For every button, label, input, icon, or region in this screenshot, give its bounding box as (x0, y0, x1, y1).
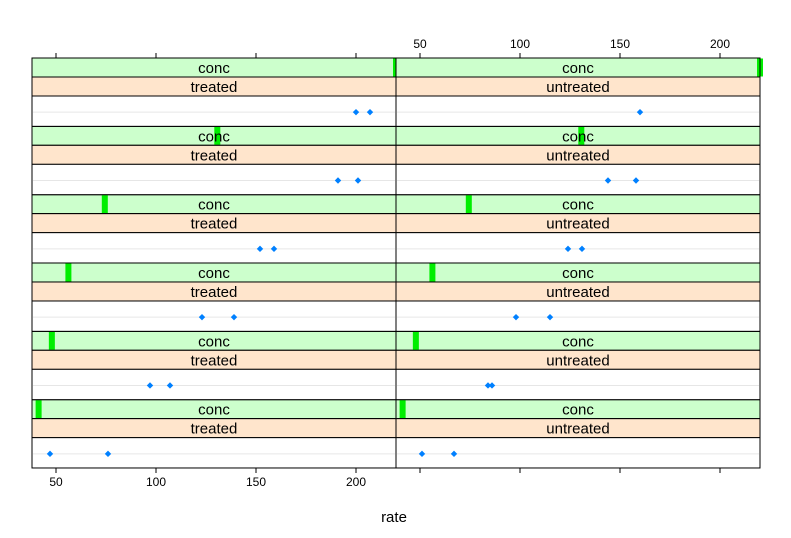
plot-area (31, 300, 397, 332)
x-tick-label: 100 (510, 37, 530, 51)
panel-treated-row-5: conc treated (31, 125, 397, 196)
plot-area (395, 300, 761, 332)
state-strip-label: untreated (546, 421, 609, 438)
data-point (354, 177, 362, 184)
data-point (334, 177, 342, 184)
conc-strip-label: conc (198, 333, 230, 350)
plot-area (31, 368, 397, 401)
state-strip-label: treated (191, 216, 238, 233)
x-tick-label: 200 (346, 475, 366, 489)
panel-untreated-row-4: conc untreated (395, 194, 761, 264)
conc-level-indicator (214, 126, 221, 145)
x-tick-label: 50 (413, 37, 427, 51)
plot-area (395, 437, 761, 469)
conc-strip-label: conc (198, 265, 230, 282)
conc-strip-label: conc (562, 265, 594, 282)
panel-treated-row-2: conc treated (31, 330, 397, 401)
state-strip-label: untreated (546, 79, 609, 96)
panel-treated-row-4: conc treated (31, 194, 397, 264)
conc-level-indicator (429, 263, 436, 282)
conc-level-indicator (101, 195, 108, 214)
conc-strip-label: conc (562, 60, 594, 77)
state-strip-label: untreated (546, 147, 609, 164)
data-point (604, 177, 612, 184)
data-point (484, 382, 492, 389)
data-point (450, 450, 458, 458)
panel-untreated-row-5: conc untreated (395, 125, 761, 196)
conc-strip-label: conc (562, 128, 594, 145)
axes-group: 50 100 150 200 50 100 150 200 (49, 37, 730, 489)
x-tick-label: 100 (146, 475, 166, 489)
data-point (352, 108, 360, 116)
data-point (270, 245, 278, 253)
conc-strip-label: conc (198, 197, 230, 214)
plot-area (395, 232, 761, 264)
conc-level-indicator (48, 331, 55, 350)
conc-strip-label: conc (198, 402, 230, 419)
plot-area (31, 95, 397, 127)
plot-area (395, 95, 761, 127)
data-point (146, 382, 154, 389)
x-tick-label: 200 (710, 37, 730, 51)
data-point (578, 245, 586, 253)
state-strip-label: treated (191, 421, 238, 438)
plot-area (395, 368, 761, 401)
state-strip-label: untreated (546, 284, 609, 301)
data-point (512, 313, 520, 321)
x-tick-label: 50 (49, 475, 63, 489)
panel-treated-row-1: conc treated (31, 399, 397, 469)
state-strip-label: treated (191, 147, 238, 164)
conc-level-indicator (35, 400, 42, 419)
conc-strip-label: conc (562, 402, 594, 419)
panel-treated-row-3: conc treated (31, 262, 397, 332)
data-point (166, 382, 174, 389)
conc-strip-label: conc (562, 197, 594, 214)
x-tick-label: 150 (246, 475, 266, 489)
state-strip-label: treated (191, 284, 238, 301)
data-point (632, 177, 640, 184)
conc-strip-label: conc (198, 60, 230, 77)
panel-untreated-row-3: conc untreated (395, 262, 761, 332)
panel-untreated-row-6: conc untreated (395, 57, 763, 127)
conc-level-indicator (65, 263, 72, 282)
state-strip-label: untreated (546, 352, 609, 369)
data-point (198, 313, 206, 321)
data-point (488, 382, 496, 389)
data-point (230, 313, 238, 321)
conc-level-indicator (412, 331, 419, 350)
state-strip-label: untreated (546, 216, 609, 233)
data-point (46, 450, 54, 458)
state-strip-label: treated (191, 352, 238, 369)
data-point (636, 108, 644, 116)
data-point (104, 450, 112, 458)
conc-strip-label: conc (198, 128, 230, 145)
data-point (418, 450, 426, 458)
plot-area (395, 163, 761, 196)
state-strip-label: treated (191, 79, 238, 96)
plot-area (31, 163, 397, 196)
panel-untreated-row-1: conc untreated (395, 399, 761, 469)
conc-level-indicator (465, 195, 472, 214)
data-point (546, 313, 554, 321)
panel-untreated-row-2: conc untreated (395, 330, 761, 401)
panel-treated-row-6: conc treated (31, 57, 399, 127)
data-point (366, 108, 374, 116)
conc-level-indicator (578, 126, 585, 145)
x-axis-label: rate (381, 509, 407, 526)
data-point (256, 245, 264, 253)
plot-area (31, 232, 397, 264)
conc-strip-label: conc (562, 333, 594, 350)
panels-group: conc treated conc untreated conc treated conc u… (31, 57, 763, 469)
plot-area (31, 437, 397, 469)
conc-level-indicator (399, 400, 406, 419)
x-tick-label: 150 (610, 37, 630, 51)
data-point (564, 245, 572, 253)
